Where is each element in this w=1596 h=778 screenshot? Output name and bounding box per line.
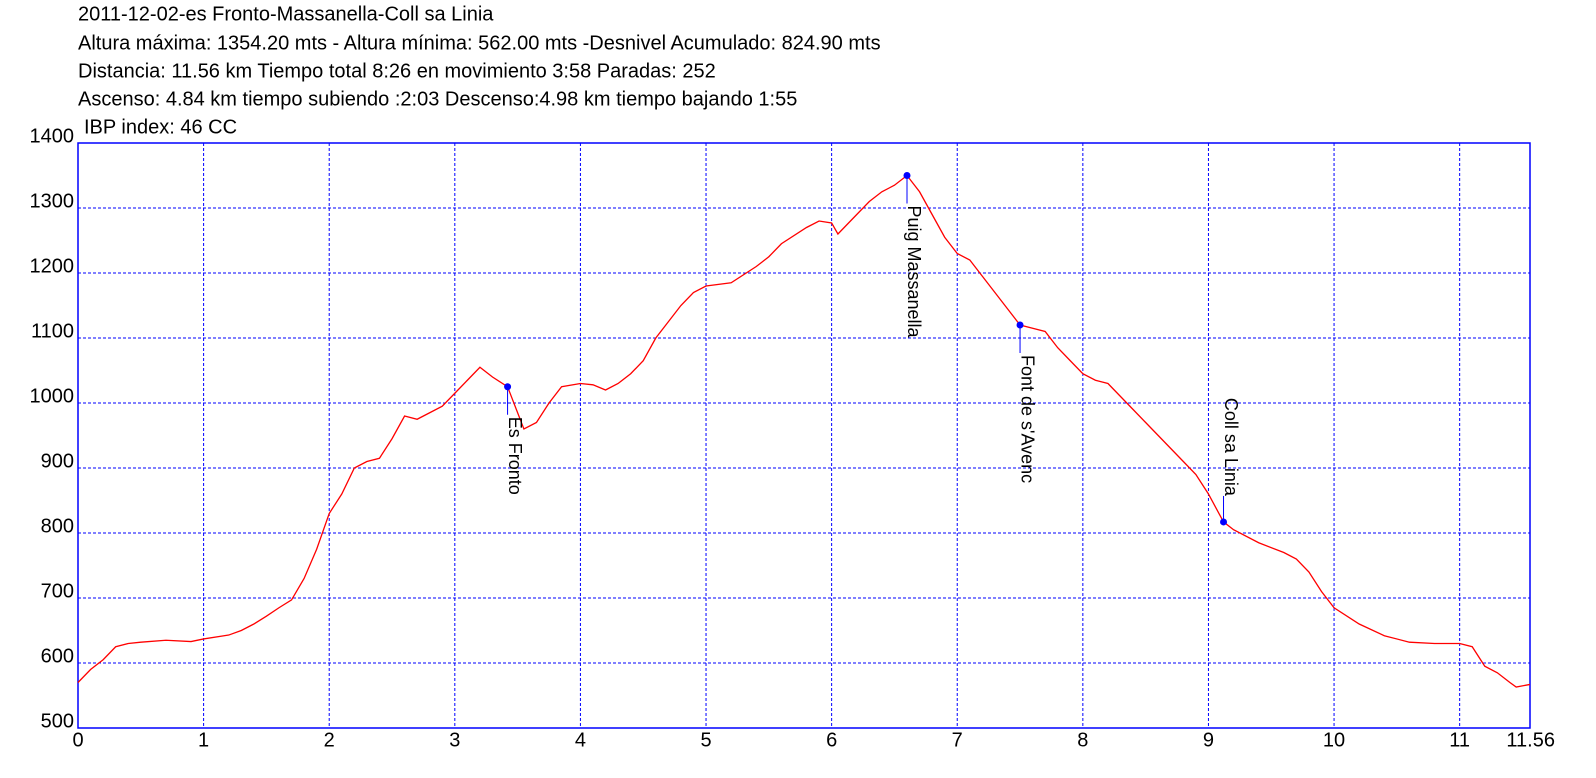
y-tick-label: 1400 [30,125,75,147]
chart-title: 2011-12-02-es Fronto-Massanella-Coll sa … [78,3,494,25]
annotation: Altura máxima: 1354.20 mts - Altura míni… [78,32,881,54]
x-tick-label: 10 [1323,729,1345,751]
waypoint-marker [903,172,911,179]
annotation: Ascenso: 4.84 km tiempo subiendo :2:03 D… [78,88,797,110]
waypoint-marker [1220,518,1228,526]
x-tick-label: 2 [324,729,335,751]
x-tick-label: 6 [826,729,837,751]
x-tick-label: 11 [1449,729,1470,751]
y-tick-label: 800 [41,515,74,537]
waypoint-marker [1016,321,1024,329]
x-tick-label: 11.56 [1506,729,1555,751]
y-tick-label: 700 [41,580,74,602]
y-tick-label: 600 [41,645,74,667]
waypoint-label: Puig Massanella [904,206,924,339]
y-tick-label: 1300 [30,190,75,212]
x-tick-label: 8 [1077,729,1088,751]
y-tick-label: 1100 [31,320,74,342]
x-tick-label: 9 [1203,729,1214,751]
y-tick-label: 1200 [30,255,75,277]
waypoint-label: Font de s'Avenc [1017,355,1037,483]
x-tick-label: 7 [952,729,963,751]
elevation-line [77,174,1531,688]
waypoint-marker [504,383,512,391]
x-tick-label: 3 [449,729,460,751]
plot-frame [77,142,1531,729]
y-tick-label: 900 [41,450,74,472]
waypoint-label: Es Fronto [505,417,525,495]
annotation: IBP index: 46 CC [84,116,237,138]
y-tick-label: 1000 [30,385,75,407]
x-tick-label: 5 [700,729,711,751]
waypoint-label: Coll sa Linia [1221,398,1241,497]
annotation: Distancia: 11.56 km Tiempo total 8:26 en… [78,60,716,82]
x-tick-label: 0 [72,729,83,751]
x-tick-label: 4 [575,729,586,751]
y-tick-label: 500 [41,710,74,732]
x-tick-label: 1 [198,729,209,751]
